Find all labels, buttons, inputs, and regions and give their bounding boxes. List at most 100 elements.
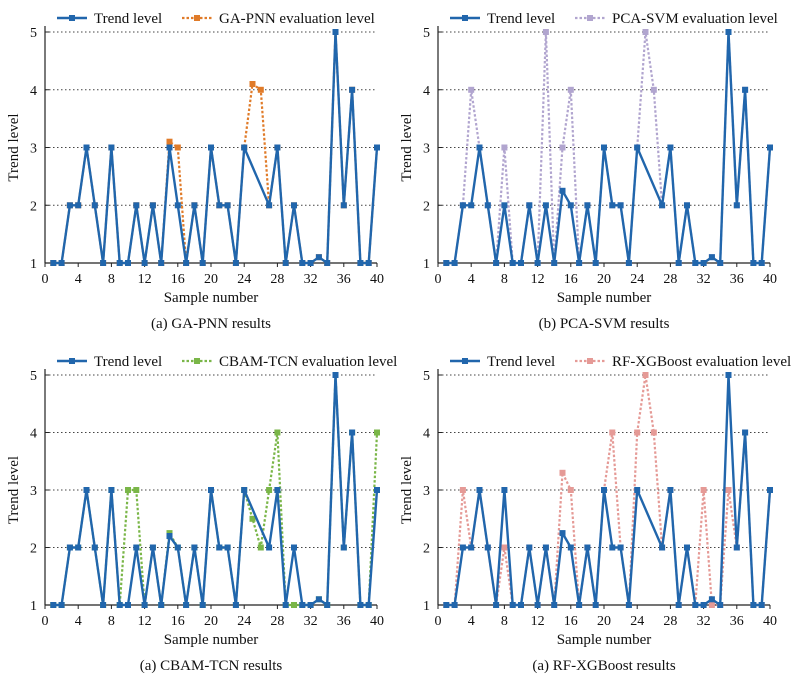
trend-point xyxy=(266,544,273,551)
trend-point xyxy=(158,602,165,608)
trend-point xyxy=(357,260,364,266)
evaluation-point xyxy=(468,86,475,93)
x-tick-label: 24 xyxy=(630,272,644,287)
y-tick-label: 4 xyxy=(423,427,430,442)
x-tick-label: 32 xyxy=(304,614,318,629)
y-tick-label: 5 xyxy=(423,369,430,384)
trend-point xyxy=(66,544,73,551)
x-tick-label: 16 xyxy=(171,614,185,629)
trend-point xyxy=(66,202,73,209)
trend-point xyxy=(717,602,724,608)
trend-point xyxy=(742,86,749,93)
trend-point xyxy=(50,260,57,266)
y-tick-label: 2 xyxy=(423,199,430,214)
trend-point xyxy=(684,544,690,551)
evaluation-point xyxy=(609,429,616,436)
trend-point xyxy=(365,260,372,266)
y-tick-label: 1 xyxy=(423,257,430,272)
trend-point xyxy=(692,260,699,266)
x-tick-label: 4 xyxy=(468,614,475,629)
trend-point xyxy=(241,144,248,151)
trend-point xyxy=(191,202,198,209)
x-tick-label: 40 xyxy=(370,272,384,287)
trend-point xyxy=(526,202,533,209)
trend-point xyxy=(116,260,123,266)
trend-point xyxy=(708,254,715,261)
trend-point xyxy=(592,260,599,266)
trend-point xyxy=(332,372,339,378)
y-axis-label: Trend level xyxy=(6,113,22,181)
trend-point xyxy=(349,86,356,93)
trend-point xyxy=(83,144,90,151)
legend-label-evaluation: GA-PNN evaluation level xyxy=(219,11,375,27)
trend-point xyxy=(551,602,558,608)
y-tick-label: 3 xyxy=(30,484,37,499)
x-tick-label: 40 xyxy=(370,614,384,629)
trend-point xyxy=(584,202,591,209)
trend-point xyxy=(307,260,314,266)
trend-point xyxy=(108,487,115,493)
legend-marker-trend xyxy=(69,358,75,364)
trend-point xyxy=(374,487,380,493)
trend-point xyxy=(116,602,123,608)
trend-point xyxy=(758,602,765,608)
evaluation-point xyxy=(257,86,264,93)
trend-point xyxy=(100,260,107,266)
y-tick-label: 5 xyxy=(30,26,37,41)
evaluation-point xyxy=(634,429,641,436)
trend-point xyxy=(484,202,491,209)
trend-point xyxy=(191,544,198,551)
trend-point xyxy=(684,202,690,209)
trend-point xyxy=(459,544,466,551)
x-axis-label: Sample number xyxy=(557,290,652,306)
x-tick-label: 16 xyxy=(564,614,578,629)
trend-point xyxy=(199,260,206,266)
x-tick-label: 0 xyxy=(42,272,49,287)
trend-point xyxy=(484,544,491,551)
x-tick-label: 12 xyxy=(138,272,152,287)
trend-point xyxy=(601,487,607,493)
trend-point xyxy=(216,202,223,209)
trend-point xyxy=(750,260,757,266)
trend-point xyxy=(567,544,574,551)
legend-marker-trend xyxy=(462,15,468,21)
chart-caption: (a) GA-PNN results xyxy=(151,316,271,332)
trend-point xyxy=(133,544,140,551)
x-tick-label: 40 xyxy=(763,614,777,629)
trend-point xyxy=(567,202,574,209)
trend-point xyxy=(332,29,339,35)
trend-point xyxy=(767,487,773,493)
x-axis-label: Sample number xyxy=(557,632,652,648)
trend-point xyxy=(125,260,131,266)
trend-point xyxy=(675,260,682,266)
trend-point xyxy=(617,544,624,551)
x-tick-label: 12 xyxy=(531,614,545,629)
trend-point xyxy=(274,144,281,151)
trend-point xyxy=(299,602,306,608)
x-tick-label: 8 xyxy=(108,272,115,287)
trend-point xyxy=(542,544,549,551)
trend-point xyxy=(50,602,57,608)
trend-point xyxy=(742,429,749,436)
x-tick-label: 24 xyxy=(630,614,644,629)
trend-point xyxy=(609,544,616,551)
trend-point xyxy=(700,602,707,608)
trend-point xyxy=(692,602,699,608)
legend-label-trend: Trend level xyxy=(94,11,162,27)
trend-point xyxy=(667,144,674,151)
trend-point xyxy=(459,202,466,209)
evaluation-point xyxy=(166,138,173,145)
x-axis-label: Sample number xyxy=(164,290,259,306)
legend-marker-evaluation xyxy=(587,358,593,364)
trend-point xyxy=(592,602,599,608)
trend-point xyxy=(149,544,156,551)
y-tick-label: 4 xyxy=(30,84,37,99)
trend-point xyxy=(468,202,475,209)
trend-point xyxy=(551,260,558,266)
trend-point xyxy=(266,202,273,209)
evaluation-point xyxy=(374,429,380,436)
trend-point xyxy=(75,544,82,551)
trend-point xyxy=(224,202,231,209)
evaluation-point xyxy=(542,29,549,35)
trend-point xyxy=(274,487,281,493)
